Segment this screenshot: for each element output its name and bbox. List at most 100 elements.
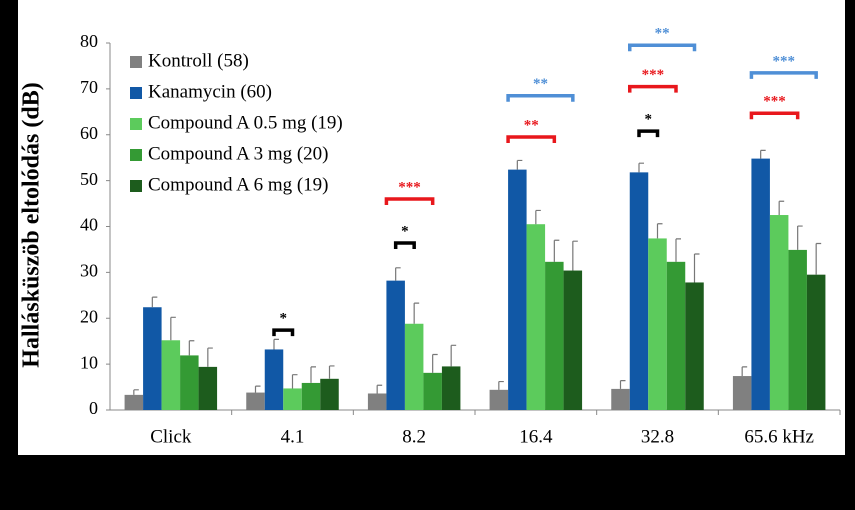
significance-bracket [506,135,557,144]
error-bar [310,366,316,383]
error-bar [656,223,663,239]
legend-label: Compound A 0.5 mg (19) [148,112,343,133]
x-tick-label: 16.4 [519,426,553,447]
significance-label: * [401,223,409,239]
legend-label: Kanamycin (60) [148,81,272,102]
legend-swatch [130,87,142,99]
x-tick-label: 65.6 kHz [744,426,814,447]
error-bar [516,159,523,170]
bar [283,388,302,410]
bar [806,274,826,410]
bar [732,376,752,410]
y-tick-label: 80 [80,31,98,51]
bar [563,270,583,410]
bar [124,394,144,410]
error-bar [815,242,822,275]
bar [246,392,265,410]
significance-label: * [280,311,288,327]
error-bar [254,385,261,393]
y-tick-label: 40 [80,215,98,235]
significance-bracket [749,71,818,79]
bar [404,323,424,410]
bar [508,169,527,410]
y-tick-label: 10 [80,352,98,372]
bar [611,388,630,410]
legend-swatch [130,118,142,130]
y-tick-label: 60 [80,123,98,143]
bar [301,382,321,410]
legend-swatch [130,56,142,68]
bar [320,378,339,410]
error-bar [572,240,578,271]
bar [161,340,181,410]
bar [545,261,564,410]
error-bar [797,225,803,250]
bar [788,249,807,410]
legend-swatch [130,180,142,192]
legend-swatch [130,149,142,161]
error-bar [151,296,158,308]
x-tick-label: 8.2 [402,426,426,447]
legend-label: Compound A 3 mg (20) [148,143,329,164]
significance-label: *** [763,94,786,110]
legend-label: Kontroll (58) [148,50,249,71]
significance-bracket [628,84,678,93]
bar [648,238,667,410]
error-bar [376,384,383,394]
bar [441,366,461,410]
bar [423,372,442,410]
bar [685,282,704,410]
error-bar [778,200,785,216]
significance-label: ** [533,76,548,92]
y-tick-label: 0 [89,398,98,418]
bar [526,224,546,410]
error-bar [413,302,420,324]
significance-label: *** [398,179,421,195]
error-bar [207,347,213,367]
significance-bracket [272,328,295,337]
significance-bracket [637,129,660,138]
x-tick-label: 4.1 [281,426,305,447]
significance-bracket [393,241,416,250]
error-bar [619,380,626,389]
error-bar [638,162,644,173]
y-tick-label: 70 [80,77,98,97]
bar [143,307,162,410]
bar [367,393,387,410]
significance-label: *** [642,67,665,83]
y-tick-label: 20 [80,306,98,326]
x-tick-label: Click [150,426,192,447]
bar [264,349,284,410]
bar [386,280,405,410]
legend-label: Compound A 6 mg (19) [148,174,329,195]
error-bar [741,366,748,377]
error-bar [291,374,298,389]
error-bar [693,253,700,283]
significance-bracket [506,94,575,102]
error-bar [675,238,681,262]
error-bar [432,353,438,373]
error-bar [450,344,457,367]
error-bar [170,316,176,341]
error-bar [328,365,335,379]
significance-label: * [645,112,653,128]
x-tick-label: 32.8 [641,426,674,447]
error-bar [133,389,139,395]
y-tick-label: 50 [80,169,98,189]
error-bar [535,209,541,225]
significance-label: ** [655,26,670,42]
bar [751,158,770,410]
y-tick-label: 30 [80,261,98,281]
bar [629,172,649,410]
error-bar [188,340,195,356]
error-bar [553,239,560,262]
error-bar [273,338,279,350]
bar [769,215,789,410]
error-bar [498,380,504,390]
significance-bracket [749,111,800,120]
error-bar [760,149,766,159]
bar [198,366,218,410]
bar [180,355,199,410]
significance-bracket [628,43,697,52]
